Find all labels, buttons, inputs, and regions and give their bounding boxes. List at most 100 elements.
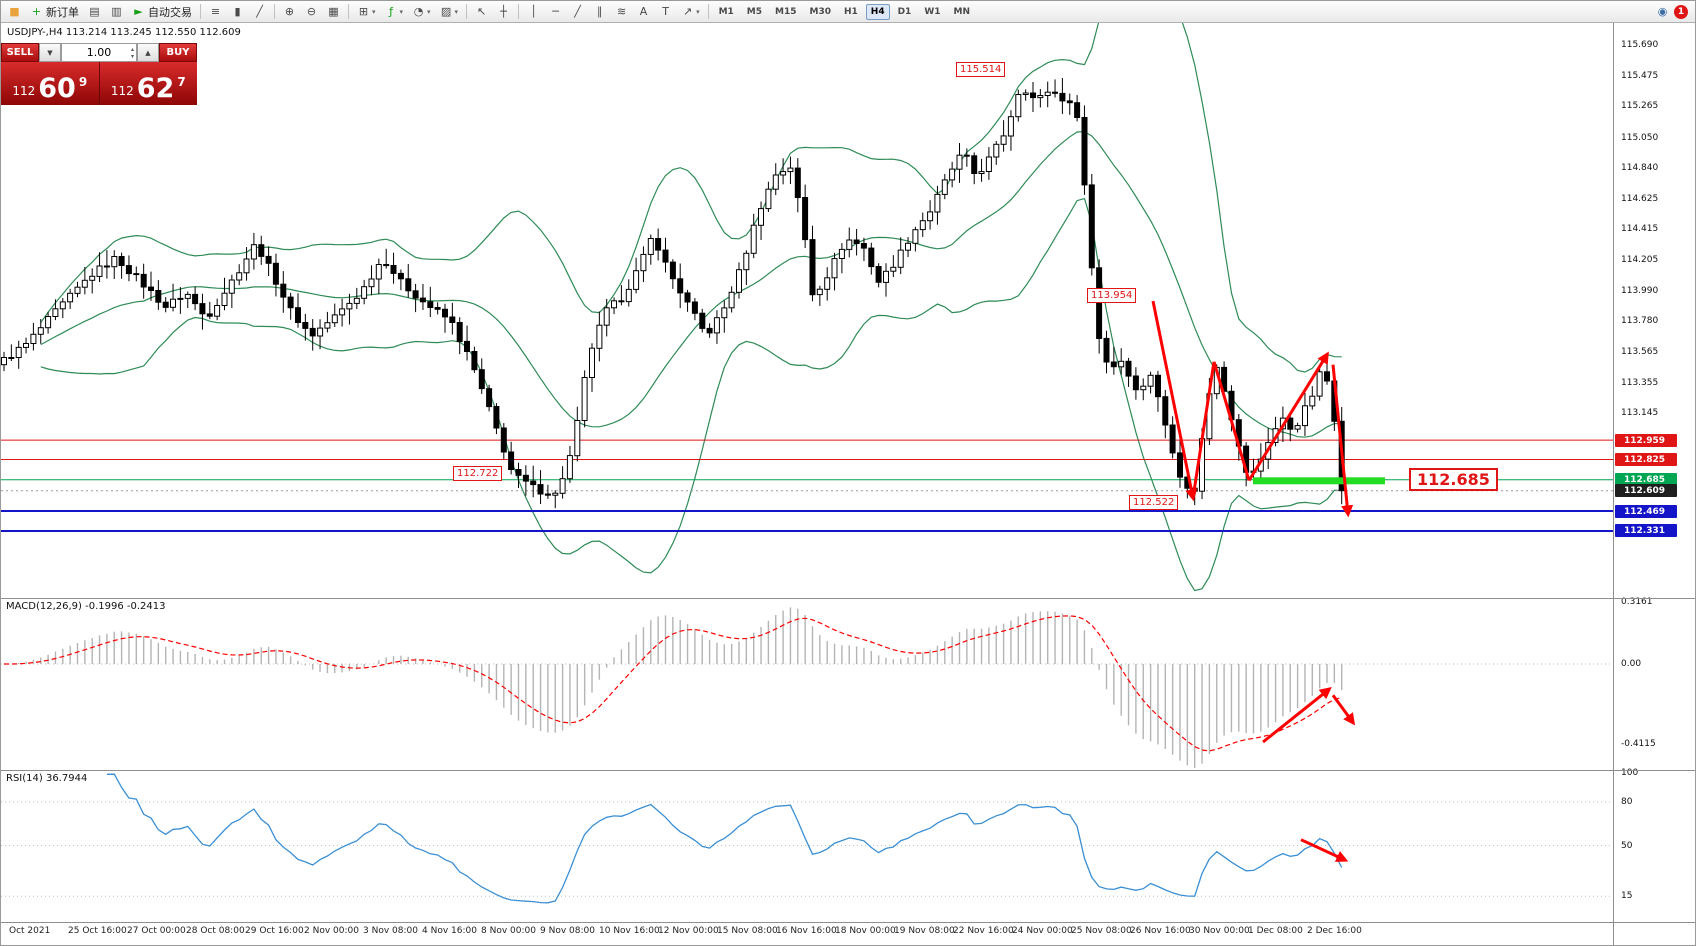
new-order-button-label: 新订单 — [46, 5, 79, 19]
toolbar-separator — [348, 4, 349, 19]
timeframe-w1[interactable]: W1 — [924, 6, 941, 17]
price-label-annotation[interactable]: 112.685 — [1409, 468, 1498, 491]
macd-axis-tick: -0.4115 — [1621, 739, 1656, 749]
zoom-in-icon[interactable]: ⊕ — [279, 3, 300, 21]
time-axis-label: 2 Dec 16:00 — [1307, 926, 1362, 936]
trendline-icon[interactable]: ╱ — [567, 3, 588, 21]
buy-price-button[interactable]: 112 62 7 — [99, 62, 197, 105]
auto-trading-button[interactable]: ► 自动交易 — [128, 3, 196, 21]
timeframe-h4[interactable]: H4 — [865, 3, 890, 20]
price-axis[interactable]: 115.690 115.475 115.265 115.050 114.840 114.6… — [1613, 23, 1695, 945]
line-chart-type-icon[interactable]: ╱ — [249, 3, 270, 21]
one-click-trading-panel: SELL ▼ 1.00 ▴ ▾ ▲ BUY 112 60 9 — [1, 43, 197, 105]
vertical-line-icon[interactable]: │ — [523, 3, 544, 21]
cursor-icon[interactable]: ↖ — [471, 3, 492, 21]
crosshair-icon[interactable]: ┼ — [493, 3, 514, 21]
sell-price-button[interactable]: 112 60 9 — [1, 62, 99, 105]
fibonacci-icon[interactable]: ≋ — [611, 3, 632, 21]
timeframe-m5[interactable]: M5 — [746, 6, 763, 17]
timeframe-mn[interactable]: MN — [953, 6, 971, 17]
bar-chart-type-icon[interactable]: ≡ — [205, 3, 226, 21]
price-axis-tick: 113.990 — [1621, 286, 1659, 296]
price-label-annotation[interactable]: 112.522 — [1129, 495, 1179, 510]
stepper-up-icon[interactable]: ▴ — [130, 46, 134, 53]
time-axis-label: 18 Nov 00:00 — [835, 926, 896, 936]
text-icon[interactable]: A — [633, 3, 654, 21]
macd-label: MACD(12,26,9) -0.1996 -0.2413 — [6, 601, 166, 612]
text-icon-glyph: A — [639, 5, 648, 18]
time-axis-label: 12 Nov 00:00 — [658, 926, 719, 936]
new-chart-icon-glyph: ⊞ — [358, 5, 369, 18]
auto-trading-button-label: 自动交易 — [148, 5, 192, 19]
buy-mode-dropdown[interactable]: ▲ — [137, 43, 159, 62]
timeframe-d1[interactable]: D1 — [897, 6, 912, 17]
new-order-button[interactable]: + 新订单 — [26, 3, 83, 21]
price-label-annotation[interactable]: 112.722 — [453, 466, 503, 481]
price-label-annotation[interactable]: 115.514 — [956, 62, 1006, 77]
app-icon-glyph: ■ — [9, 5, 20, 18]
volume-input[interactable]: 1.00 ▴ ▾ — [61, 43, 137, 62]
caret-up-icon: ▲ — [145, 48, 151, 57]
price-axis-tick: 113.145 — [1621, 408, 1659, 418]
time-axis-label: 16 Nov 16:00 — [776, 926, 837, 936]
channel-icon[interactable]: ∥ — [589, 3, 610, 21]
templates-icon[interactable]: ▨ ▾ — [436, 3, 463, 21]
main-chart-canvas[interactable] — [1, 23, 1613, 598]
macd-indicator-pane[interactable]: MACD(12,26,9) -0.1996 -0.2413 — [1, 598, 1613, 770]
toolbar: ■ + 新订单 ▤ ▥ ► 自动交易 ≡ ▮ ╱ ⊕ ⊖ ▦ ⊞ ▾ ƒ ▾ ◔ ▾ ▨ ▾ ↖ ┼ │ ─ ╱ ∥ ≋ A T ↗ ▾ M1 M… — [1, 1, 1695, 23]
timeframe-h1[interactable]: H1 — [843, 6, 858, 17]
price-label-annotation[interactable]: 113.954 — [1087, 288, 1137, 303]
toolbar-separator — [200, 4, 201, 19]
notification-badge[interactable]: 1 — [1674, 4, 1688, 19]
rsi-canvas[interactable] — [1, 770, 1613, 922]
zoom-out-icon-glyph: ⊖ — [306, 5, 317, 18]
time-axis-label: 24 Nov 00:00 — [1012, 926, 1073, 936]
period-icon[interactable]: ◔ ▾ — [408, 3, 435, 21]
price-axis-tick: 115.265 — [1621, 101, 1659, 111]
candlestick-chart-type-icon[interactable]: ▮ — [227, 3, 248, 21]
period-icon-glyph: ◔ — [413, 5, 424, 18]
price-tag: 112.331 — [1615, 524, 1677, 537]
caret-down-icon: ▾ — [372, 7, 376, 16]
label-icon[interactable]: T — [655, 3, 676, 21]
stepper-down-icon[interactable]: ▾ — [130, 53, 134, 60]
pane-divider[interactable] — [1, 770, 1695, 771]
price-axis-tick: 113.565 — [1621, 347, 1659, 357]
horizontal-line-icon[interactable]: ─ — [545, 3, 566, 21]
toolbar-separator — [466, 4, 468, 19]
vertical-line-icon-glyph: │ — [530, 5, 537, 18]
time-axis-label: 25 Nov 08:00 — [1071, 926, 1132, 936]
profile-icon[interactable]: ▥ — [106, 3, 127, 21]
main-chart-pane[interactable]: USDJPY-,H4 113.214 113.245 112.550 112.6… — [1, 23, 1613, 598]
time-axis-label: 2 Nov 00:00 — [304, 926, 359, 936]
indicators-icon[interactable]: ƒ ▾ — [381, 3, 408, 21]
sell-mode-dropdown[interactable]: ▼ — [39, 43, 61, 62]
volume-stepper[interactable]: ▴ ▾ — [131, 46, 134, 60]
rsi-indicator-pane[interactable]: RSI(14) 36.7944 — [1, 770, 1613, 922]
bar-chart-type-icon-glyph: ≡ — [210, 5, 221, 18]
templates-icon-glyph: ▨ — [440, 5, 452, 18]
app-icon: ■ — [4, 3, 25, 21]
timeframe-m1[interactable]: M1 — [718, 6, 734, 17]
arrows-icon[interactable]: ↗ ▾ — [677, 3, 704, 21]
timeframe-m15[interactable]: M15 — [775, 6, 797, 17]
pane-divider[interactable] — [1, 598, 1695, 599]
zoom-out-icon[interactable]: ⊖ — [301, 3, 322, 21]
time-axis-label: 3 Nov 08:00 — [363, 926, 418, 936]
sell-tab[interactable]: SELL — [1, 43, 39, 62]
tile-windows-icon[interactable]: ▦ — [323, 3, 344, 21]
rsi-axis-tick: 50 — [1621, 841, 1633, 851]
price-axis-tick: 115.690 — [1621, 40, 1659, 50]
time-axis-label: 1 Dec 08:00 — [1248, 926, 1303, 936]
zoom-in-icon-glyph: ⊕ — [284, 5, 295, 18]
timeframe-m30[interactable]: M30 — [809, 6, 831, 17]
time-axis-label: 26 Nov 16:00 — [1130, 926, 1191, 936]
chart-window-icon[interactable]: ▤ — [84, 3, 105, 21]
community-icon[interactable]: ◉ — [1652, 3, 1673, 21]
buy-tab[interactable]: BUY — [159, 43, 197, 62]
auto-trading-button-glyph: ► — [134, 5, 143, 18]
time-axis[interactable]: Oct 2021 25 Oct 16:00 27 Oct 00:00 28 Oct 0… — [1, 922, 1613, 945]
new-chart-icon[interactable]: ⊞ ▾ — [353, 3, 380, 21]
caret-down-icon: ▾ — [454, 7, 459, 16]
macd-canvas[interactable] — [1, 598, 1613, 770]
